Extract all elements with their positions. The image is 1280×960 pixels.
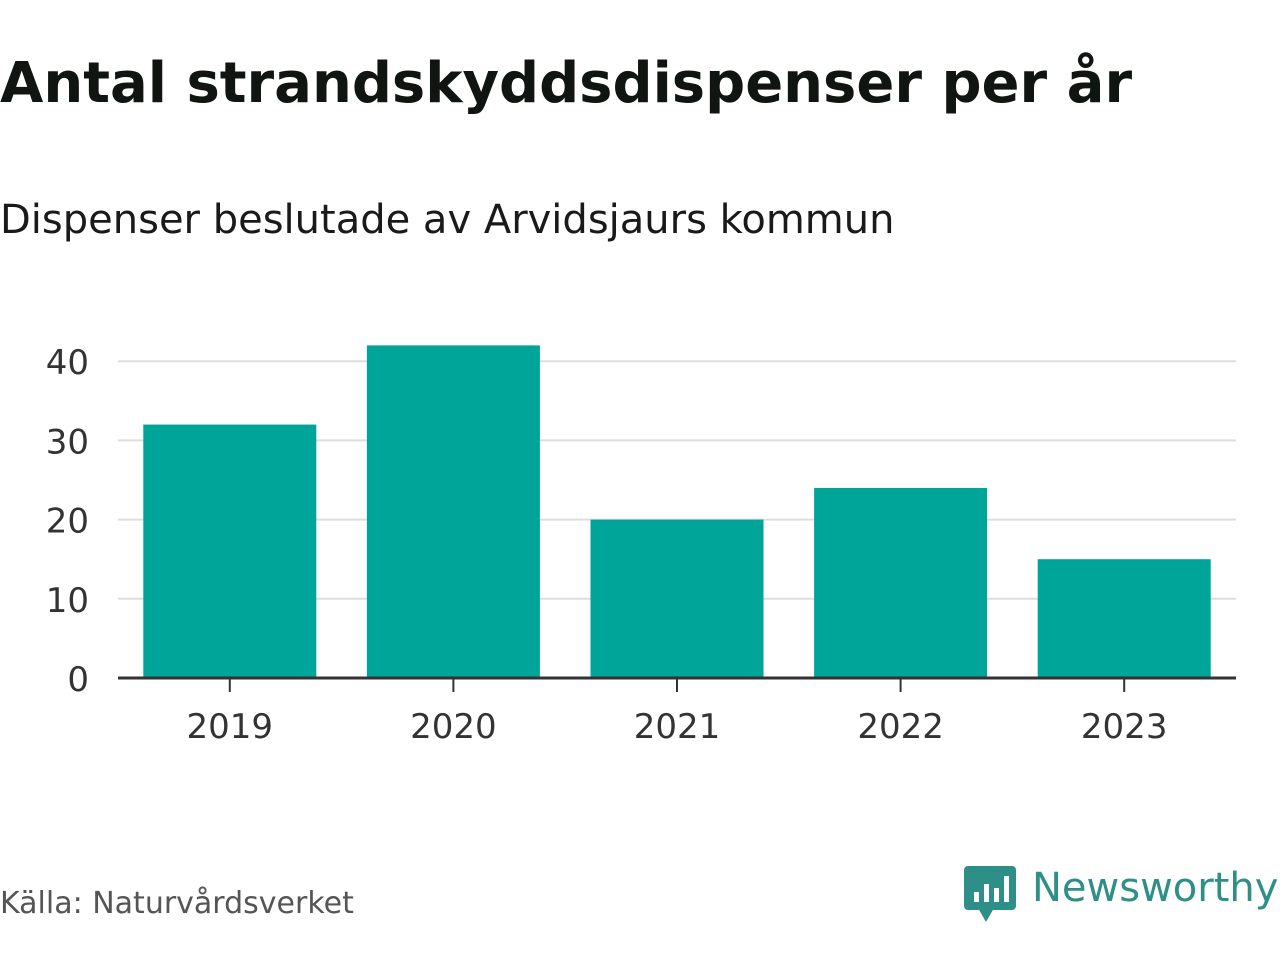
bar-layer (143, 345, 1211, 678)
y-tick-label: 20 (46, 502, 89, 542)
bar (814, 487, 988, 678)
bar (143, 424, 317, 678)
x-tick-label: 2020 (410, 707, 497, 747)
chart-title: Antal strandskyddsdispenser per år (0, 51, 1133, 116)
x-tick-label: 2023 (1081, 707, 1168, 747)
x-tick-label: 2019 (187, 707, 274, 747)
y-tick-label: 30 (46, 422, 89, 462)
brand-logo: Newsworthy (964, 862, 1278, 926)
bar-chart: 0 10 20 30 40 2019 2020 2021 2022 2023 (46, 343, 1236, 747)
bar (366, 345, 540, 678)
axis-layer (118, 676, 1236, 692)
label-layer: 0 10 20 30 40 2019 2020 2021 2022 2023 (46, 343, 1168, 747)
bar (590, 519, 764, 678)
source-note: Källa: Naturvårdsverket (0, 886, 354, 921)
y-tick-label: 40 (46, 343, 89, 383)
newsworthy-logo-icon (964, 866, 1016, 922)
bar (1037, 559, 1211, 678)
x-tick-label: 2021 (634, 707, 721, 747)
brand-name: Newsworthy (1032, 865, 1279, 911)
y-tick-label: 0 (67, 660, 89, 700)
x-tick-label: 2022 (857, 707, 944, 747)
chart-subtitle: Dispenser beslutade av Arvidsjaurs kommu… (0, 197, 895, 243)
y-tick-label: 10 (46, 581, 89, 621)
